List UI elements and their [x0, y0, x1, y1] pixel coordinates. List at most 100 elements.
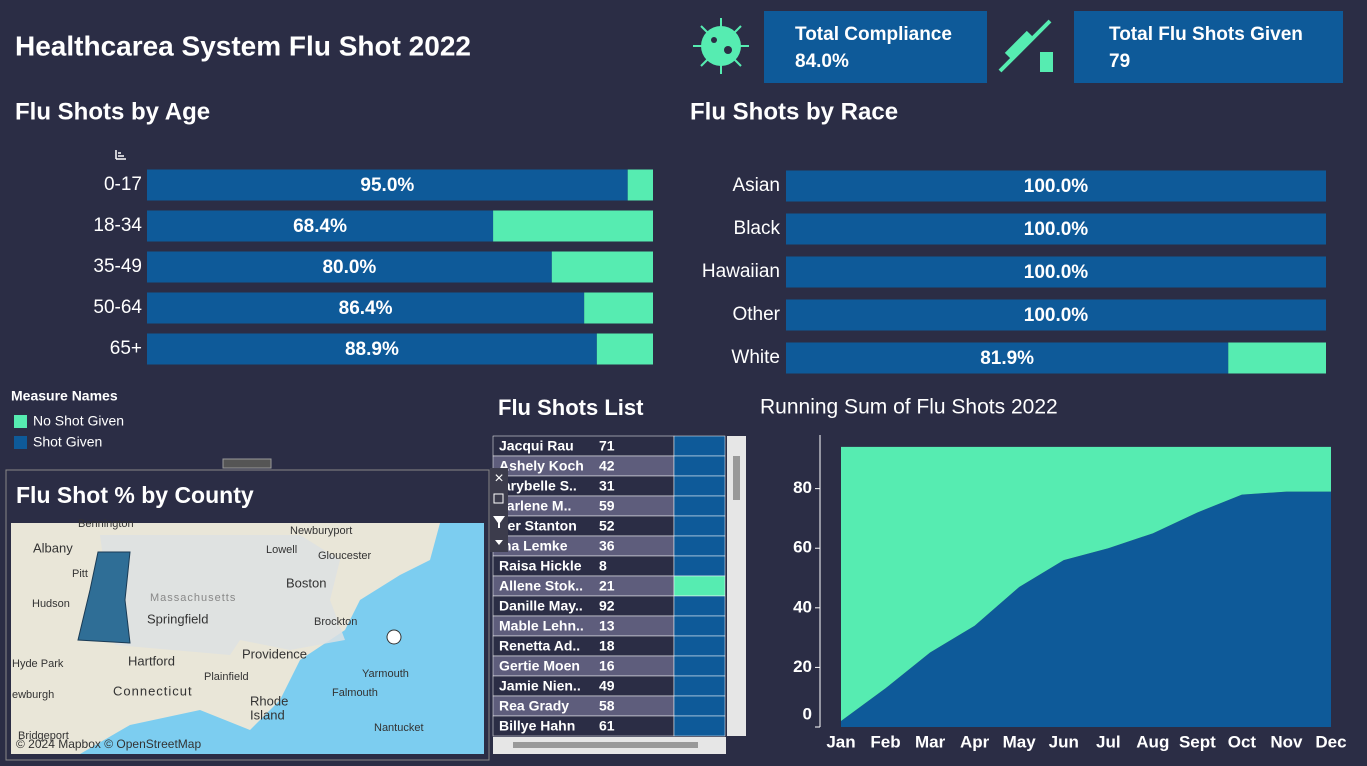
x-tick-label: Sept — [1179, 732, 1216, 751]
list-name: Ashely Koch — [499, 458, 584, 474]
map-label: Hudson — [32, 598, 70, 610]
map-label: Providence — [242, 646, 307, 661]
list-value: 13 — [599, 618, 615, 634]
legend-label: Shot Given — [33, 434, 102, 450]
status-cell — [673, 655, 726, 677]
status-cell — [673, 455, 726, 477]
list-value: 8 — [599, 558, 607, 574]
y-tick-label: 18-34 — [93, 215, 142, 236]
status-cell — [673, 615, 726, 637]
y-tick-label: 50-64 — [93, 297, 142, 318]
status-cell — [673, 515, 726, 537]
map-attribution: © 2024 Mapbox © OpenStreetMap — [16, 737, 201, 751]
status-cell — [673, 675, 726, 697]
list-name: Raisa Hickle — [499, 558, 582, 574]
map-label: Nantucket — [374, 722, 424, 734]
chart-title: Flu Shots by Age — [15, 98, 210, 125]
x-tick-label: Feb — [870, 732, 900, 751]
map-label: Connecticut — [113, 683, 193, 698]
map-label: Hartford — [128, 653, 175, 668]
list-name: her Stanton — [499, 518, 577, 534]
map-label: Yarmouth — [362, 668, 409, 680]
map-label: Island — [250, 707, 285, 722]
bar-segment — [147, 251, 552, 283]
bar-segment — [551, 251, 653, 283]
list-name: Allene Stok.. — [499, 578, 583, 594]
list-value: 59 — [599, 498, 615, 514]
bar-segment — [147, 210, 494, 242]
kpi-card — [764, 11, 987, 83]
list-name: Renetta Ad.. — [499, 638, 580, 654]
y-tick-label: Other — [732, 304, 780, 325]
list-name: Danille May.. — [499, 598, 583, 614]
scroll-thumb[interactable] — [513, 742, 698, 748]
value-label: 100.0% — [1024, 176, 1089, 197]
x-tick-label: Oct — [1228, 732, 1257, 751]
bar-segment — [1228, 342, 1326, 374]
status-cell — [673, 695, 726, 717]
value-label: 88.9% — [345, 339, 399, 360]
list-title: Flu Shots List — [498, 395, 644, 420]
panel-handle[interactable] — [222, 458, 272, 469]
y-tick-label: 20 — [793, 657, 812, 676]
chart-title: Flu Shots by Race — [690, 98, 898, 125]
y-tick-label: White — [731, 347, 780, 368]
y-tick-label: Asian — [732, 175, 780, 196]
list-value: 31 — [599, 478, 615, 494]
list-name: larybelle S.. — [499, 478, 577, 494]
status-cell — [673, 715, 726, 737]
map-label: Bennington — [78, 518, 134, 530]
list-name: Rea Grady — [499, 698, 569, 714]
scroll-thumb[interactable] — [733, 456, 740, 500]
area — [841, 491, 1331, 727]
list-name: Jacqui Rau — [499, 438, 574, 454]
status-cell — [673, 535, 726, 557]
value-label: 95.0% — [360, 175, 414, 196]
map-label: ewburgh — [12, 689, 54, 701]
bar-segment — [786, 256, 1326, 288]
x-tick-label: May — [1003, 732, 1037, 751]
x-tick-label: Apr — [960, 732, 990, 751]
bar-segment — [627, 169, 653, 201]
toolbar[interactable]: × — [490, 468, 508, 552]
x-tick-label: Dec — [1315, 732, 1346, 751]
sort-icon — [115, 150, 126, 160]
y-tick-label: 65+ — [110, 338, 142, 359]
status-cell — [673, 475, 726, 497]
status-cell — [673, 495, 726, 517]
map-title: Flu Shot % by County — [16, 482, 254, 508]
value-label: 100.0% — [1024, 262, 1089, 283]
list-value: 58 — [599, 698, 615, 714]
page-title: Healthcarea System Flu Shot 2022 — [15, 30, 471, 61]
list-name: Mable Lehn.. — [499, 618, 584, 634]
x-tick-label: Jan — [826, 732, 855, 751]
status-cell — [673, 555, 726, 577]
list-value: 52 — [599, 518, 615, 534]
value-label: 86.4% — [339, 298, 393, 319]
list-value: 18 — [599, 638, 615, 654]
list-name: ina Lemke — [499, 538, 568, 554]
legend-label: No Shot Given — [33, 413, 124, 429]
list-name: Billye Hahn — [499, 718, 575, 734]
list-value: 49 — [599, 678, 615, 694]
bar-segment — [596, 333, 653, 365]
x-tick-label: Mar — [915, 732, 946, 751]
list-value: 71 — [599, 438, 615, 454]
list-value: 92 — [599, 598, 615, 614]
bar-segment — [584, 292, 653, 324]
map — [11, 523, 484, 754]
virus-icon — [693, 18, 749, 74]
map-label: Albany — [33, 540, 73, 555]
svg-text:×: × — [494, 470, 503, 487]
bar-segment — [147, 333, 597, 365]
list-value: 42 — [599, 458, 615, 474]
bar-segment — [786, 213, 1326, 245]
area — [841, 446, 1331, 722]
scrollbar[interactable] — [727, 436, 746, 736]
value-label: 100.0% — [1024, 305, 1089, 326]
kpi-label: Total Flu Shots Given — [1109, 24, 1303, 45]
y-tick-label: 35-49 — [93, 256, 142, 277]
list-value: 16 — [599, 658, 615, 674]
bar-segment — [147, 169, 628, 201]
